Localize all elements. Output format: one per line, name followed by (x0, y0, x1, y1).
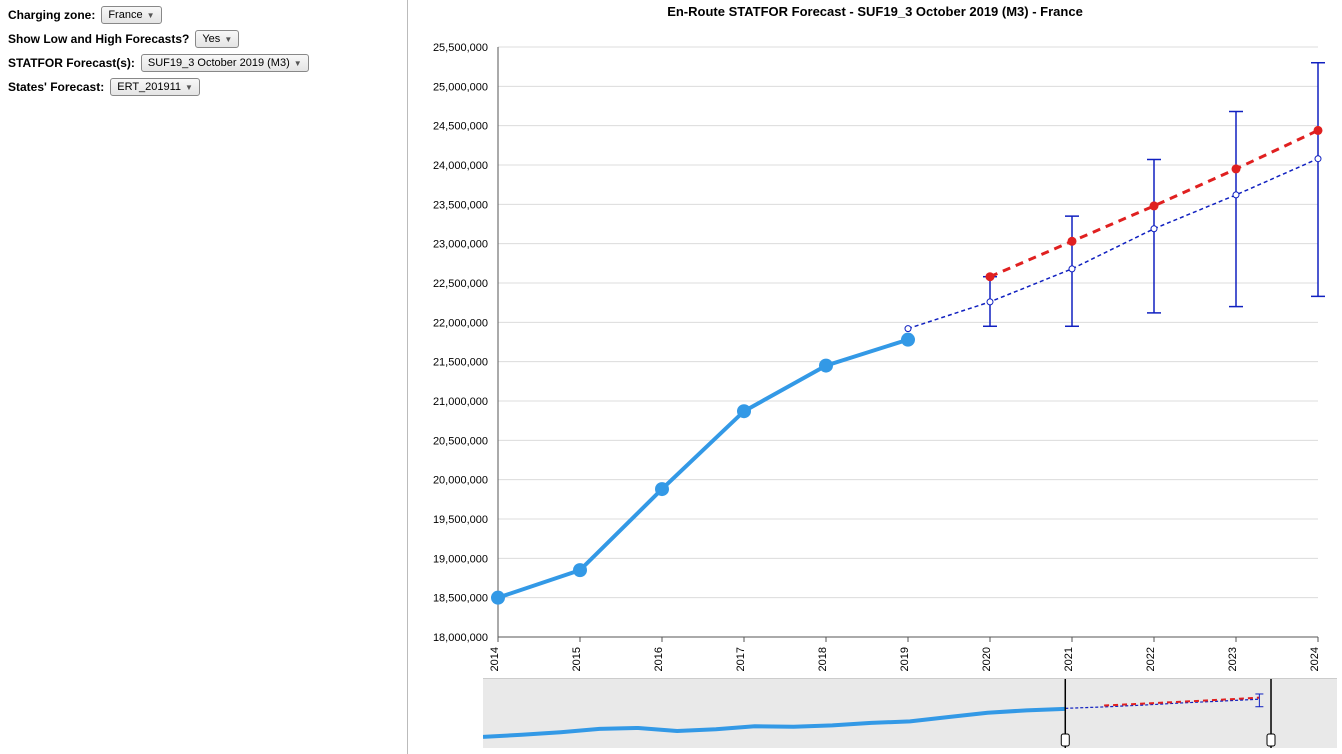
svg-text:18,500,000: 18,500,000 (433, 593, 488, 605)
forecast-chart: 18,000,000 18,500,000 19,000,000 19,500,000… (408, 19, 1342, 679)
svg-text:2020: 2020 (981, 647, 993, 671)
svg-text:24,000,000: 24,000,000 (433, 160, 488, 172)
svg-text:2015: 2015 (571, 647, 583, 671)
charging-zone-label: Charging zone: (8, 8, 95, 22)
range-handle[interactable] (1061, 734, 1069, 746)
svg-text:23,500,000: 23,500,000 (433, 199, 488, 211)
svg-text:2024: 2024 (1309, 647, 1321, 671)
chevron-down-icon: ▼ (147, 11, 155, 20)
chevron-down-icon: ▼ (224, 35, 232, 44)
svg-text:2016: 2016 (653, 647, 665, 671)
main-panel: En-Route STATFOR Forecast - SUF19_3 Octo… (408, 0, 1342, 754)
svg-text:24,500,000: 24,500,000 (433, 121, 488, 133)
svg-text:19,500,000: 19,500,000 (433, 514, 488, 526)
charging-zone-value: France (108, 9, 142, 21)
svg-text:2019: 2019 (899, 647, 911, 671)
range-selector[interactable] (483, 678, 1337, 748)
svg-text:2023: 2023 (1227, 647, 1239, 671)
states-forecast-dropdown[interactable]: ERT_201911 ▼ (110, 78, 200, 96)
chevron-down-icon: ▼ (294, 59, 302, 68)
show-low-high-dropdown[interactable]: Yes ▼ (195, 30, 239, 48)
svg-text:21,000,000: 21,000,000 (433, 396, 488, 408)
states-forecast-value: ERT_201911 (117, 81, 181, 93)
statfor-forecast-dropdown[interactable]: SUF19_3 October 2019 (M3) ▼ (141, 54, 309, 72)
svg-text:22,500,000: 22,500,000 (433, 278, 488, 290)
svg-text:18,000,000: 18,000,000 (433, 632, 488, 644)
chart-title: En-Route STATFOR Forecast - SUF19_3 Octo… (408, 4, 1342, 19)
states-forecast-label: States' Forecast: (8, 80, 104, 94)
svg-text:20,000,000: 20,000,000 (433, 475, 488, 487)
svg-text:2014: 2014 (489, 647, 501, 671)
svg-text:2022: 2022 (1145, 647, 1157, 671)
svg-text:20,500,000: 20,500,000 (433, 435, 488, 447)
chevron-down-icon: ▼ (185, 83, 193, 92)
svg-text:21,500,000: 21,500,000 (433, 357, 488, 369)
svg-text:2021: 2021 (1063, 647, 1075, 671)
svg-text:25,000,000: 25,000,000 (433, 81, 488, 93)
show-low-high-label: Show Low and High Forecasts? (8, 32, 189, 46)
svg-text:23,000,000: 23,000,000 (433, 239, 488, 251)
show-low-high-value: Yes (202, 33, 220, 45)
svg-text:25,500,000: 25,500,000 (433, 42, 488, 54)
sidebar: Charging zone: France ▼ Show Low and Hig… (0, 0, 408, 754)
charging-zone-dropdown[interactable]: France ▼ (101, 6, 161, 24)
svg-text:2017: 2017 (735, 647, 747, 671)
svg-text:22,000,000: 22,000,000 (433, 317, 488, 329)
svg-text:19,000,000: 19,000,000 (433, 553, 488, 565)
svg-text:2018: 2018 (817, 647, 829, 671)
statfor-forecast-value: SUF19_3 October 2019 (M3) (148, 57, 290, 69)
statfor-forecast-label: STATFOR Forecast(s): (8, 56, 135, 70)
range-handle[interactable] (1267, 734, 1275, 746)
